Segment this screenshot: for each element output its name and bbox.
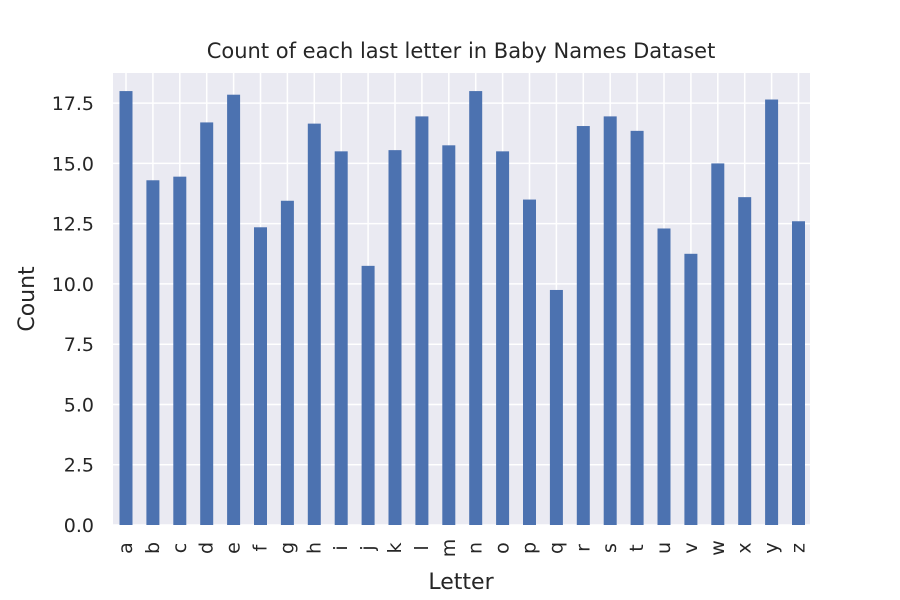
bar-t <box>630 130 644 525</box>
bar-h <box>307 123 321 526</box>
bar-k <box>388 150 402 525</box>
x-tick-label-v: v <box>680 542 702 553</box>
plot-background <box>113 73 810 525</box>
x-tick-label-q: q <box>545 542 567 554</box>
x-tick-label-e: e <box>223 542 245 554</box>
bar-r <box>576 126 590 525</box>
bar-j <box>361 265 375 525</box>
bar-x <box>738 197 752 525</box>
bar-d <box>200 122 214 525</box>
x-tick-label-a: a <box>115 542 137 554</box>
bar-z <box>792 221 805 526</box>
x-tick-label-i: i <box>330 545 352 550</box>
bar-n <box>469 91 483 525</box>
y-tick-labels: 0.0 2.5 5.0 7.5 10.0 12.5 15.0 17.5 <box>52 93 94 537</box>
y-tick-label: 12.5 <box>52 214 94 236</box>
bar-b <box>146 180 160 526</box>
x-tick-label-y: y <box>761 542 783 553</box>
bar-s <box>603 116 617 525</box>
bar-u <box>657 228 671 525</box>
x-tick-label-u: u <box>653 542 675 554</box>
x-tick-label-g: g <box>276 542 298 554</box>
x-tick-label-w: w <box>707 540 729 556</box>
bar-q <box>549 289 563 525</box>
x-tick-label-n: n <box>465 542 487 554</box>
x-tick-label-d: d <box>196 542 218 554</box>
x-tick-label-b: b <box>142 542 164 554</box>
x-tick-label-z: z <box>788 543 810 553</box>
x-tick-label-t: t <box>626 544 648 551</box>
x-tick-label-h: h <box>303 542 325 554</box>
y-tick-label: 10.0 <box>52 274 94 296</box>
y-axis-title: Count <box>15 266 40 332</box>
y-tick-label: 0.0 <box>64 515 94 537</box>
chart-title: Count of each last letter in Baby Names … <box>207 39 716 63</box>
y-tick-label: 2.5 <box>64 455 94 477</box>
bar-a <box>119 91 133 525</box>
x-tick-label-p: p <box>519 542 541 554</box>
bar-p <box>523 199 536 525</box>
x-tick-label-l: l <box>411 545 433 550</box>
bars <box>119 91 805 526</box>
bar-m <box>442 145 456 525</box>
x-tick-label-k: k <box>384 542 406 553</box>
bar-o <box>496 151 510 525</box>
bar-e <box>227 94 241 526</box>
bar-g <box>280 200 294 526</box>
bar-f <box>254 227 267 526</box>
x-tick-label-f: f <box>250 543 272 551</box>
bar-l <box>415 116 429 525</box>
x-tick-label-c: c <box>169 543 191 553</box>
x-tick-label-s: s <box>599 543 621 553</box>
x-axis-title: Letter <box>428 570 494 595</box>
x-tick-label-x: x <box>734 542 756 553</box>
bar-y <box>765 99 779 525</box>
bar-w <box>711 163 725 525</box>
x-tick-label-m: m <box>438 539 460 558</box>
bar-v <box>684 253 698 526</box>
y-tick-label: 5.0 <box>64 394 94 416</box>
y-tick-label: 17.5 <box>52 93 94 115</box>
bar-i <box>334 151 348 525</box>
y-tick-label: 7.5 <box>64 334 94 356</box>
bar-c <box>173 176 187 525</box>
y-tick-label: 15.0 <box>52 153 94 175</box>
x-tick-label-j: j <box>357 545 379 551</box>
x-tick-label-r: r <box>572 544 594 552</box>
x-tick-label-o: o <box>492 542 514 554</box>
